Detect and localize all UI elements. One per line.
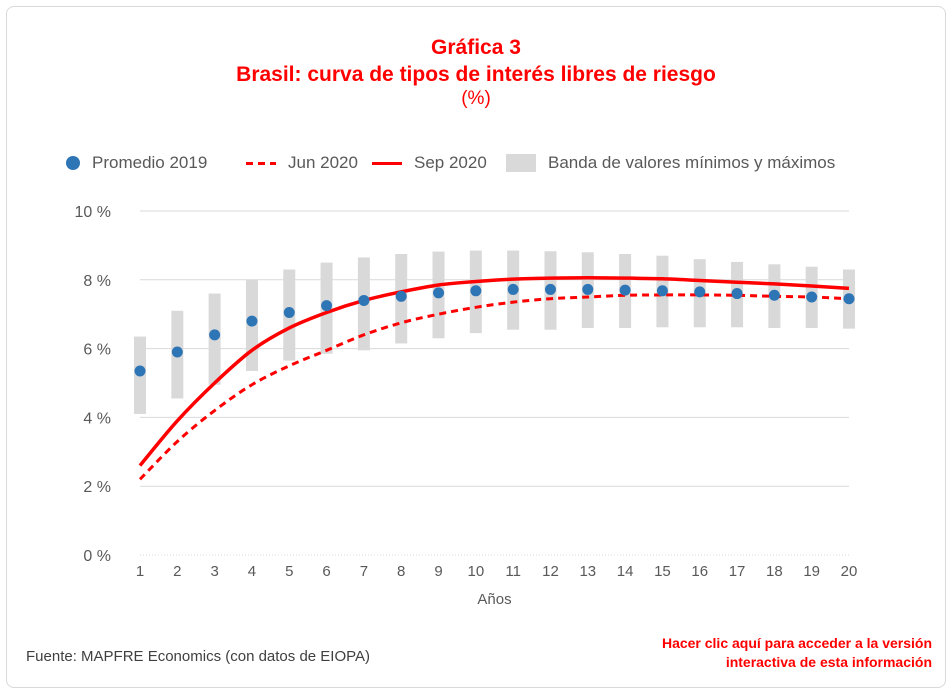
- promedio-2019-point: [656, 285, 668, 297]
- x-tick-label: 15: [654, 563, 671, 580]
- promedio-2019-point: [768, 289, 780, 301]
- promedio-2019-point: [321, 300, 333, 312]
- chart-unit: (%): [461, 88, 491, 109]
- x-tick-label: 20: [841, 563, 858, 580]
- legend-dot-marker: [66, 156, 80, 170]
- x-tick-label: 14: [617, 563, 634, 580]
- legend-item-jun: Jun 2020: [246, 148, 358, 178]
- promedio-2019-point: [843, 293, 855, 305]
- x-tick-label: 17: [729, 563, 746, 580]
- legend-label-jun: Jun 2020: [288, 153, 358, 172]
- legend-item-sep: Sep 2020: [372, 148, 487, 178]
- legend-dashed-line: [246, 161, 276, 165]
- y-tick-label: 10 %: [75, 204, 111, 221]
- promedio-2019-point: [171, 346, 183, 358]
- interactive-version-link[interactable]: Hacer clic aquí para acceder a la versió…: [662, 634, 932, 672]
- x-tick-label: 5: [285, 563, 293, 580]
- x-tick-label: 9: [434, 563, 442, 580]
- link-line-2: interactiva de esta información: [725, 654, 932, 670]
- legend-label-promedio: Promedio 2019: [92, 153, 208, 172]
- series-line-jun-2020: [138, 293, 850, 481]
- promedio-2019-point: [470, 285, 482, 297]
- promedio-2019-point: [358, 294, 370, 306]
- legend-item-banda: Banda de valores mínimos y máximos: [506, 148, 835, 178]
- promedio-2019-point: [582, 283, 594, 295]
- source-note: Fuente: MAPFRE Economics (con datos de E…: [26, 648, 371, 665]
- promedio-2019-point: [619, 284, 631, 296]
- y-tick-label: 2 %: [83, 479, 111, 496]
- x-tick-label: 3: [210, 563, 218, 580]
- x-tick-label: 4: [248, 563, 256, 580]
- x-tick-label: 8: [397, 563, 405, 580]
- promedio-2019-point: [731, 288, 743, 300]
- promedio-2019-point: [544, 283, 556, 295]
- chart-subtitle: Brasil: curva de tipos de interés libres…: [236, 63, 716, 86]
- chart-title: Gráfica 3: [431, 36, 521, 59]
- x-tick-label: 2: [173, 563, 181, 580]
- legend-solid-line: [372, 161, 402, 165]
- promedio-2019-point: [395, 290, 407, 302]
- x-tick-label: 13: [579, 563, 596, 580]
- promedio-2019-point: [246, 315, 258, 327]
- y-tick-label: 4 %: [83, 410, 111, 427]
- x-tick-label: 16: [691, 563, 708, 580]
- promedio-2019-point: [806, 291, 818, 303]
- x-tick-label: 12: [542, 563, 559, 580]
- promedio-2019-point: [507, 283, 519, 295]
- legend-band-swatch: [506, 154, 536, 172]
- link-line-1: Hacer clic aquí para acceder a la versió…: [661, 635, 932, 651]
- promedio-2019-point: [283, 306, 295, 318]
- x-tick-label: 11: [505, 563, 521, 580]
- chart-frame: [6, 6, 946, 688]
- x-axis-label: Años: [477, 591, 511, 608]
- x-tick-label: 7: [360, 563, 368, 580]
- x-tick-label: 10: [467, 563, 484, 580]
- legend-label-banda: Banda de valores mínimos y máximos: [548, 153, 836, 172]
- y-tick-label: 6 %: [83, 342, 111, 359]
- x-tick-label: 19: [803, 563, 820, 580]
- legend-label-sep: Sep 2020: [414, 153, 487, 172]
- series-line-sep-2020: [138, 275, 850, 467]
- promedio-2019-point: [134, 365, 146, 377]
- promedio-2019-point: [433, 287, 445, 299]
- promedio-2019-point: [209, 329, 221, 341]
- x-tick-label: 18: [766, 563, 783, 580]
- promedio-2019-point: [694, 286, 706, 298]
- x-tick-label: 6: [322, 563, 330, 580]
- x-tick-label: 1: [136, 563, 144, 580]
- y-tick-label: 0 %: [83, 548, 111, 565]
- y-tick-label: 8 %: [83, 273, 111, 290]
- legend-item-promedio: Promedio 2019: [66, 148, 207, 178]
- chart-title-block: Gráfica 3 Brasil: curva de tipos de inte…: [0, 34, 952, 110]
